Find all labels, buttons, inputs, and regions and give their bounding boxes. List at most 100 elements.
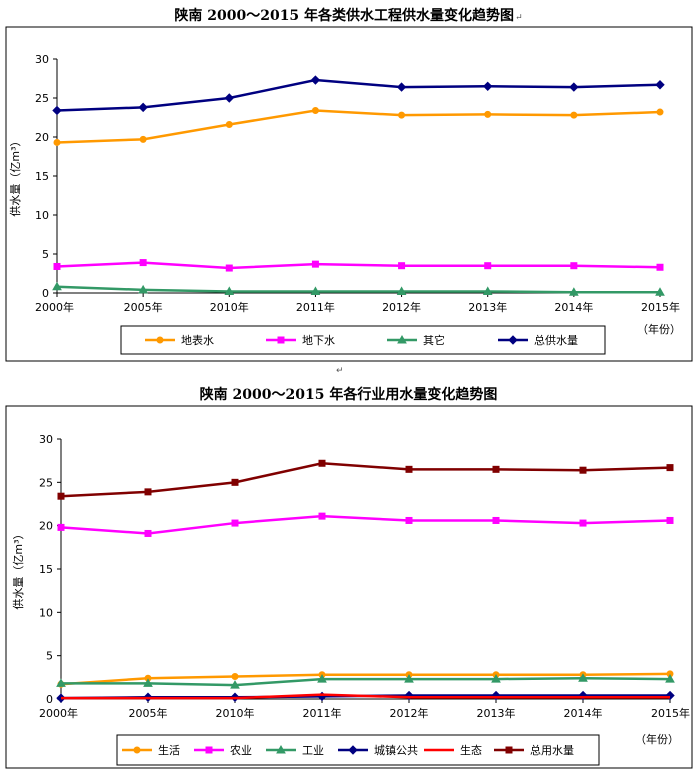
data-point [311, 106, 319, 114]
legend-marker [133, 746, 141, 754]
chart1-title: 陕南 2000～2015 年各类供水工程供水量变化趋势图↵ [0, 5, 697, 25]
chart1-frame [5, 26, 693, 362]
legend-item: 生态 [424, 743, 482, 757]
data-point [396, 82, 407, 92]
legend-item: 总供水量 [498, 333, 578, 347]
legend-item: 地下水 [266, 334, 335, 347]
legend-label: 总用水量 [530, 743, 574, 757]
legend-marker [276, 744, 286, 754]
data-point [144, 488, 152, 496]
chart2-title-text: 陕南 2000～2015 年各行业用水量变化趋势图 [199, 387, 498, 403]
chart1-y-tick-label: 25 [35, 92, 49, 105]
data-point [230, 680, 240, 689]
chart2-x-tick-label: 2014年 [564, 706, 603, 720]
legend-item: 其它 [387, 333, 445, 347]
data-point [579, 466, 587, 474]
data-point [318, 512, 326, 520]
chart1-x-tick-label: 2005年 [124, 300, 163, 314]
series-line [60, 514, 671, 535]
data-point [398, 111, 406, 119]
chart1-x-tick-label: 2015年 [641, 300, 680, 314]
series-地表水 [53, 106, 664, 146]
series-line [56, 78, 661, 112]
legend-label: 城镇公共 [374, 743, 418, 757]
legend-label: 地表水 [181, 333, 214, 347]
chart1-x-unit-label: （年份） [637, 322, 681, 336]
paragraph-mark-icon: ↵ [515, 13, 523, 23]
data-point [405, 516, 413, 524]
data-point [405, 465, 413, 473]
series-其它 [52, 281, 665, 296]
series-line [56, 285, 660, 294]
data-point [404, 674, 414, 683]
series-line [61, 693, 670, 700]
data-point [224, 286, 235, 295]
data-point [57, 523, 65, 531]
data-point [144, 529, 152, 537]
chart2-x-tick-label: 2011年 [303, 706, 342, 720]
data-point [578, 673, 588, 682]
data-point [484, 110, 492, 118]
legend-item: 工业 [266, 744, 324, 757]
data-point [482, 286, 493, 295]
series-line [61, 676, 671, 687]
data-point [492, 465, 500, 473]
series-line [56, 109, 661, 144]
data-point [666, 516, 674, 524]
chart2-y-tick-label: 25 [39, 476, 53, 489]
data-point [225, 121, 233, 129]
chart1-y-tick-label: 30 [35, 53, 49, 66]
legend-label: 工业 [302, 744, 324, 757]
chart2-frame [5, 405, 693, 769]
data-point [138, 284, 149, 294]
legend-item: 生活 [122, 743, 180, 757]
data-point [655, 80, 665, 90]
chart2-svg: 0 5 10 15 20 25 30 2000年 2005年 2010年 2011年 2012年 201… [5, 405, 693, 769]
data-point [569, 82, 579, 92]
series-line [56, 261, 661, 270]
chart2-y-tick-label: 10 [39, 606, 53, 619]
series-line [60, 672, 671, 686]
legend-label: 农业 [230, 743, 252, 757]
data-point [398, 262, 406, 270]
chart2-y-tick-label: 30 [39, 433, 53, 446]
chart2-x-tick-label: 2000年 [39, 706, 78, 720]
chart2-x-tick-label: 2013年 [477, 706, 516, 720]
data-point [483, 81, 493, 92]
legend-label: 地下水 [302, 334, 335, 347]
chart2-y-tick-label: 15 [39, 563, 53, 576]
data-point [656, 108, 664, 116]
series-生活 [57, 670, 674, 688]
legend-label: 生活 [158, 743, 180, 757]
data-point [318, 459, 326, 467]
series-地下水 [53, 259, 664, 272]
chart1-y-tick-label: 10 [35, 209, 49, 222]
chart2-x-tick-label: 2012年 [390, 706, 429, 720]
legend-item: 总用水量 [494, 743, 574, 757]
chart1-x-tick-label: 2014年 [554, 300, 593, 314]
legend-marker [205, 746, 213, 754]
chart2-x-tick-label: 2005年 [129, 706, 168, 720]
data-point [491, 674, 501, 683]
data-point [139, 259, 147, 267]
data-point [231, 478, 239, 486]
data-point [53, 262, 61, 270]
data-point [224, 93, 234, 103]
chart2-title: 陕南 2000～2015 年各行业用水量变化趋势图 [0, 384, 697, 404]
chart1-y-tick-label: 15 [35, 170, 49, 183]
legend-item: 农业 [194, 743, 252, 757]
series-生态 [61, 693, 670, 700]
chart2-x-unit-label: （年份） [635, 732, 679, 746]
data-point [138, 102, 148, 113]
chart1-x-tick-label: 2000年 [35, 300, 74, 314]
data-point [57, 492, 65, 500]
legend-marker [508, 335, 518, 345]
legend-marker [156, 336, 164, 344]
data-point [568, 287, 579, 296]
data-point [579, 519, 587, 527]
legend-marker [277, 336, 285, 344]
chart1-svg: 0 5 10 15 20 25 30 2000年 2005年 2010年 2011年 2012年 201… [5, 26, 693, 362]
data-point [231, 672, 239, 680]
chart1-y-tick-label: 20 [35, 131, 49, 144]
data-point [53, 138, 61, 146]
